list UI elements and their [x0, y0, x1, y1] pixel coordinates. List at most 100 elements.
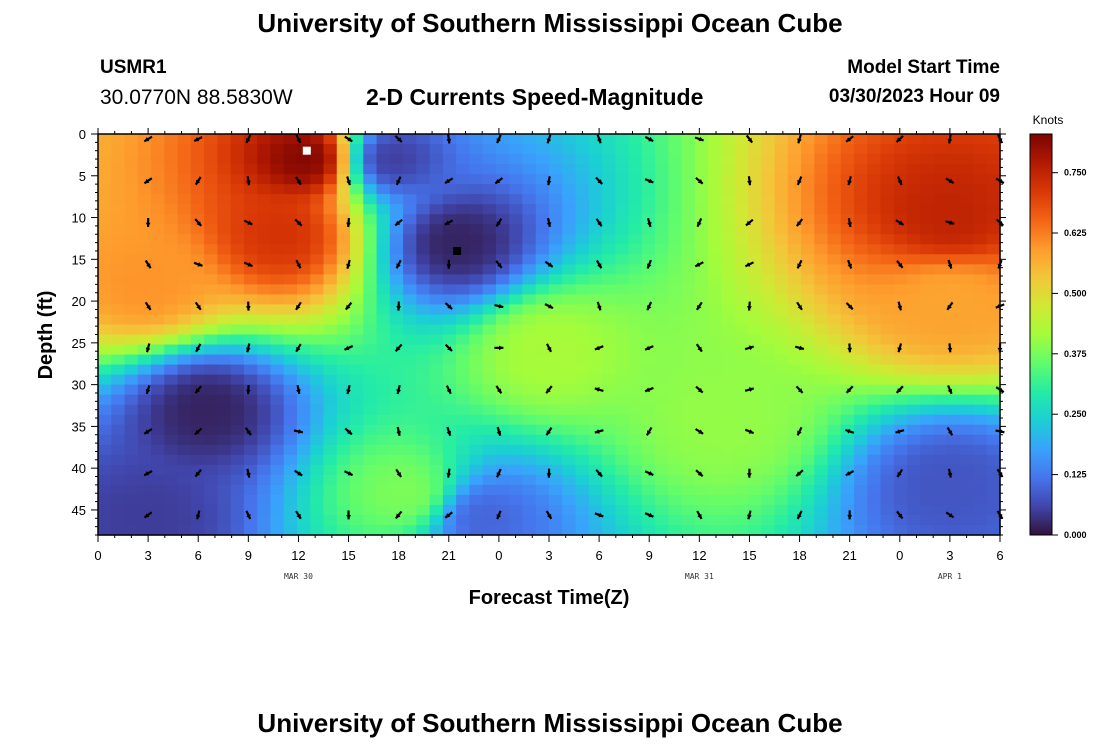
heatmap-cell — [98, 524, 112, 536]
heatmap-cell — [230, 434, 245, 446]
heatmap-cell — [509, 304, 524, 316]
heatmap-cell — [323, 524, 338, 536]
heatmap-cell — [336, 174, 351, 185]
heatmap-cell — [98, 254, 112, 265]
heatmap-cell — [655, 454, 669, 466]
heatmap-cell — [469, 134, 484, 145]
heatmap-cell — [363, 334, 378, 346]
heatmap-cell — [787, 384, 802, 396]
heatmap-cell — [283, 224, 298, 235]
heatmap-cell — [655, 284, 669, 296]
current-arrow — [496, 426, 502, 437]
heatmap-cell — [535, 134, 550, 145]
heatmap-cell — [840, 184, 855, 195]
heatmap-cell — [602, 244, 616, 255]
heatmap-cell — [296, 514, 311, 526]
current-arrow — [494, 177, 504, 185]
heatmap-cell — [694, 204, 709, 215]
heatmap-cell — [111, 304, 126, 316]
heatmap-cell — [986, 334, 1001, 346]
heatmap-cell — [124, 524, 139, 536]
heatmap-cell — [151, 134, 165, 145]
current-arrow — [294, 469, 303, 477]
heatmap-cell — [880, 144, 895, 155]
heatmap-cell — [283, 154, 298, 165]
heatmap-cell — [137, 394, 152, 406]
heatmap-cell — [668, 224, 683, 235]
heatmap-cell — [655, 134, 669, 145]
current-arrow — [646, 301, 653, 311]
heatmap-cell — [880, 434, 895, 446]
heatmap-cell — [933, 424, 948, 436]
heatmap-cell — [575, 304, 590, 316]
heatmap-cell — [787, 484, 802, 496]
heatmap-cell — [787, 194, 802, 205]
heatmap-cell — [137, 404, 152, 416]
current-arrow — [896, 176, 903, 186]
heatmap-cell — [204, 524, 218, 536]
heatmap-cell — [535, 434, 550, 446]
heatmap-cell — [946, 164, 961, 175]
heatmap-cell — [840, 524, 855, 536]
heatmap-cell — [655, 424, 669, 436]
heatmap-cell — [296, 474, 311, 486]
heatmap-cell — [323, 394, 338, 406]
heatmap-cell — [469, 324, 484, 336]
heatmap-cell — [190, 254, 205, 265]
heatmap-cell — [495, 284, 510, 296]
heatmap-cell — [403, 444, 417, 456]
heatmap-cell — [575, 174, 590, 185]
heatmap-cell — [204, 264, 218, 275]
heatmap-cell — [151, 484, 165, 496]
heatmap-cell — [681, 424, 696, 436]
heatmap-cell — [575, 494, 590, 506]
heatmap-cell — [509, 414, 524, 426]
heatmap-cell — [880, 364, 895, 376]
heatmap-cell — [615, 464, 630, 476]
x-tick-label: 0 — [495, 548, 502, 563]
heatmap-cell — [986, 284, 1001, 296]
heatmap-cell — [907, 454, 922, 466]
heatmap-cell — [588, 264, 603, 275]
heatmap-cell — [774, 184, 789, 195]
heatmap-cell — [986, 254, 1001, 265]
heatmap-cell — [708, 294, 723, 306]
heatmap-cell — [946, 264, 961, 275]
heatmap-cell — [761, 394, 776, 406]
current-arrow — [947, 468, 953, 478]
heatmap-cell — [230, 394, 245, 406]
heatmap-cell — [535, 394, 550, 406]
heatmap-cell — [535, 384, 550, 396]
heatmap-cell — [283, 334, 298, 346]
heatmap-cell — [469, 154, 484, 165]
heatmap-cell — [429, 324, 444, 336]
heatmap-cell — [151, 164, 165, 175]
heatmap-cell — [270, 474, 285, 486]
heatmap-cell — [164, 144, 179, 155]
heatmap-cell — [509, 194, 524, 205]
heatmap-cell — [694, 514, 709, 526]
heatmap-cell — [602, 304, 616, 316]
heatmap-cell — [787, 164, 802, 175]
heatmap-cell — [708, 134, 723, 145]
heatmap-cell — [257, 414, 272, 426]
heatmap-cell — [946, 494, 961, 506]
heatmap-cell — [376, 524, 391, 536]
heatmap-cell — [482, 154, 497, 165]
heatmap-cell — [615, 374, 630, 386]
heatmap-cell — [137, 454, 152, 466]
heatmap-cell — [721, 384, 736, 396]
heatmap-cell — [456, 514, 471, 526]
current-arrow — [795, 218, 804, 227]
heatmap-cell — [681, 234, 696, 245]
heatmap-cell — [747, 224, 762, 235]
current-arrow — [494, 303, 504, 309]
heatmap-cell — [111, 294, 126, 306]
heatmap-cell — [933, 514, 948, 526]
heatmap-cell — [827, 484, 842, 496]
heatmap-cell — [482, 414, 497, 426]
heatmap-cell — [177, 244, 192, 255]
heatmap-cell — [257, 154, 272, 165]
heatmap-cell — [641, 414, 656, 426]
current-arrow — [145, 384, 151, 395]
